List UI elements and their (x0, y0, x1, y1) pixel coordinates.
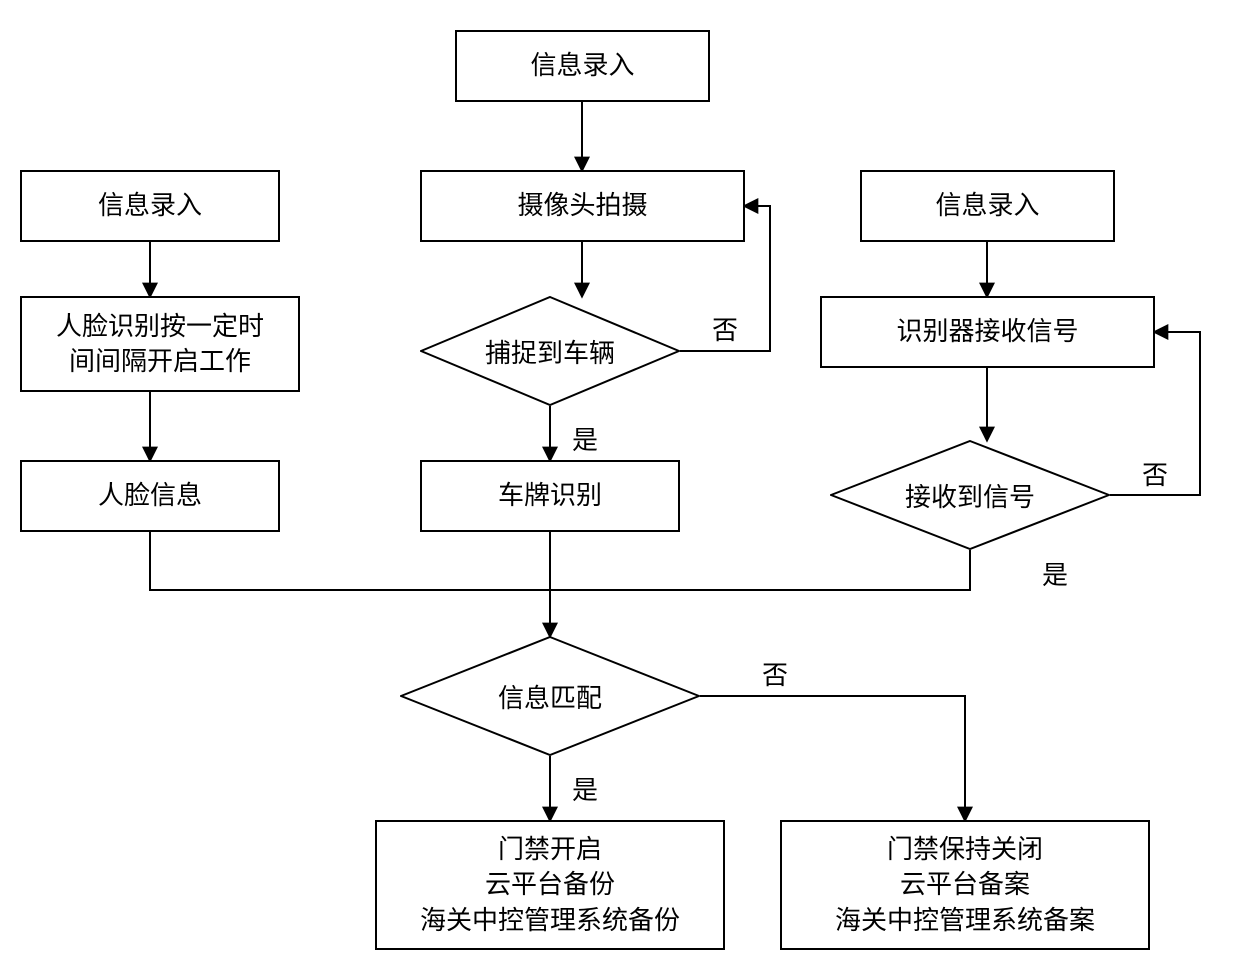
edge-label-e_cap_no: 否 (710, 310, 740, 347)
node-yes_result: 门禁开启云平台备份海关中控管理系统备份 (375, 820, 725, 950)
node-top_info: 信息录入 (455, 30, 710, 102)
node-label: 信息录入 (98, 188, 202, 223)
node-label: 捕捉到车辆 (485, 333, 615, 370)
node-info_match: 信息匹配 (400, 636, 700, 756)
node-label: 信息匹配 (498, 678, 602, 715)
node-label: 摄像头拍摄 (517, 188, 647, 223)
node-capture_vehicle: 捕捉到车辆 (420, 296, 680, 406)
edge-label-e_recv_no: 否 (1140, 455, 1170, 492)
node-label: 信息录入 (935, 188, 1039, 223)
node-left_info: 信息录入 (20, 170, 280, 242)
node-label: 信息录入 (530, 48, 634, 83)
node-no_result: 门禁保持关闭云平台备案海关中控管理系统备案 (780, 820, 1150, 950)
node-camera: 摄像头拍摄 (420, 170, 745, 242)
edge-e_match_no (700, 696, 965, 820)
edge-label-e_recv_yes: 是 (1040, 555, 1070, 592)
node-face_info: 人脸信息 (20, 460, 280, 532)
node-label: 门禁保持关闭云平台备案海关中控管理系统备案 (835, 832, 1095, 937)
edge-e_face_merge (150, 532, 550, 590)
edge-e_recv_yes (550, 550, 970, 590)
node-plate_recog: 车牌识别 (420, 460, 680, 532)
node-right_info: 信息录入 (860, 170, 1115, 242)
node-label: 门禁开启云平台备份海关中控管理系统备份 (420, 832, 680, 937)
node-label: 识别器接收信号 (896, 314, 1078, 349)
node-label: 接收到信号 (905, 477, 1035, 514)
edge-label-e_match_no: 否 (760, 655, 790, 692)
node-face_interval: 人脸识别按一定时间间隔开启工作 (20, 296, 300, 392)
node-label: 人脸识别按一定时间间隔开启工作 (56, 309, 264, 379)
node-receive_signal: 接收到信号 (830, 440, 1110, 550)
edge-label-e_cap_yes: 是 (570, 420, 600, 457)
node-label: 车牌识别 (498, 478, 602, 513)
node-receiver: 识别器接收信号 (820, 296, 1155, 368)
node-label: 人脸信息 (98, 478, 202, 513)
flowchart-canvas: 信息录入摄像头拍摄捕捉到车辆车牌识别信息录入人脸识别按一定时间间隔开启工作人脸信… (0, 0, 1239, 967)
edge-label-e_match_yes: 是 (570, 770, 600, 807)
